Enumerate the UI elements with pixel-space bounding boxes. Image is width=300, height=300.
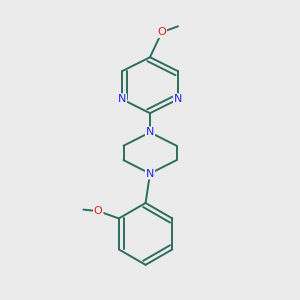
Text: N: N xyxy=(174,94,182,104)
Text: O: O xyxy=(94,206,103,216)
Text: O: O xyxy=(158,27,166,37)
Text: N: N xyxy=(118,94,126,104)
Text: N: N xyxy=(146,169,154,178)
Text: N: N xyxy=(146,127,154,137)
